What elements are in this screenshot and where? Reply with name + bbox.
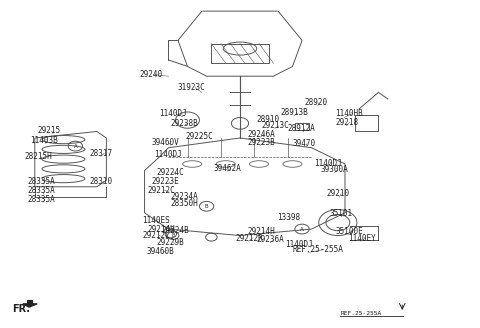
Text: 1140DJ: 1140DJ — [154, 150, 182, 159]
Text: 29214H: 29214H — [247, 227, 275, 236]
Text: 29224C: 29224C — [156, 168, 184, 177]
Text: REF.25-255A: REF.25-255A — [340, 311, 382, 316]
Text: 39462A: 39462A — [214, 164, 241, 173]
Text: 1140EY: 1140EY — [348, 234, 376, 243]
Text: 39470: 39470 — [292, 139, 316, 148]
Text: 28912A: 28912A — [288, 124, 315, 133]
Text: 39460B: 39460B — [147, 247, 175, 256]
Text: 29224B: 29224B — [161, 226, 189, 235]
Text: 1140DJ: 1140DJ — [285, 240, 313, 249]
Text: A: A — [73, 144, 77, 149]
Text: A: A — [300, 227, 304, 232]
Text: 28317: 28317 — [90, 149, 113, 158]
Text: 28335A: 28335A — [28, 187, 55, 195]
Text: 29240: 29240 — [140, 70, 163, 79]
Text: B: B — [171, 233, 175, 238]
Text: 28215H: 28215H — [24, 152, 52, 161]
Text: 1140DJ: 1140DJ — [159, 109, 187, 118]
Text: 29229B: 29229B — [156, 238, 184, 247]
Text: 39300A: 39300A — [320, 165, 348, 174]
Text: 1140HB: 1140HB — [336, 109, 363, 118]
Text: 35101: 35101 — [329, 209, 352, 218]
Text: 28335A: 28335A — [28, 177, 55, 186]
Text: 35100E: 35100E — [336, 227, 363, 236]
Text: B: B — [205, 204, 208, 209]
Text: 28335A: 28335A — [28, 195, 55, 204]
Text: 39460V: 39460V — [152, 138, 180, 147]
Text: 1140ES: 1140ES — [142, 216, 170, 225]
Text: 29223E: 29223E — [152, 177, 180, 186]
Text: 29212C: 29212C — [147, 186, 175, 195]
Text: 28310: 28310 — [90, 177, 113, 186]
Text: 1140DJ: 1140DJ — [314, 159, 342, 168]
Text: 29212L: 29212L — [142, 231, 170, 240]
Text: 28920: 28920 — [304, 98, 327, 107]
Text: 29225C: 29225C — [185, 132, 213, 141]
Text: FR.: FR. — [12, 304, 30, 314]
Text: 29215: 29215 — [37, 126, 60, 135]
Text: 29212R: 29212R — [235, 234, 263, 243]
Text: 29246A: 29246A — [247, 130, 275, 138]
Text: 13398: 13398 — [277, 213, 300, 221]
Text: 29214H: 29214H — [147, 225, 175, 234]
Text: 29236A: 29236A — [257, 235, 285, 244]
Text: 29234A: 29234A — [171, 192, 199, 201]
Text: REF.25-255A: REF.25-255A — [292, 245, 343, 254]
Text: 29218: 29218 — [336, 118, 359, 127]
Text: 29213C: 29213C — [262, 121, 289, 131]
Text: 28910: 28910 — [257, 115, 280, 124]
Text: 28913B: 28913B — [281, 109, 308, 117]
Text: 29210: 29210 — [327, 190, 350, 198]
Text: 31923C: 31923C — [178, 83, 206, 92]
Polygon shape — [23, 300, 37, 307]
Text: 28350H: 28350H — [171, 198, 199, 208]
Text: 11403B: 11403B — [30, 136, 58, 145]
Text: 29223B: 29223B — [247, 138, 275, 147]
Text: 29238B: 29238B — [171, 119, 199, 128]
